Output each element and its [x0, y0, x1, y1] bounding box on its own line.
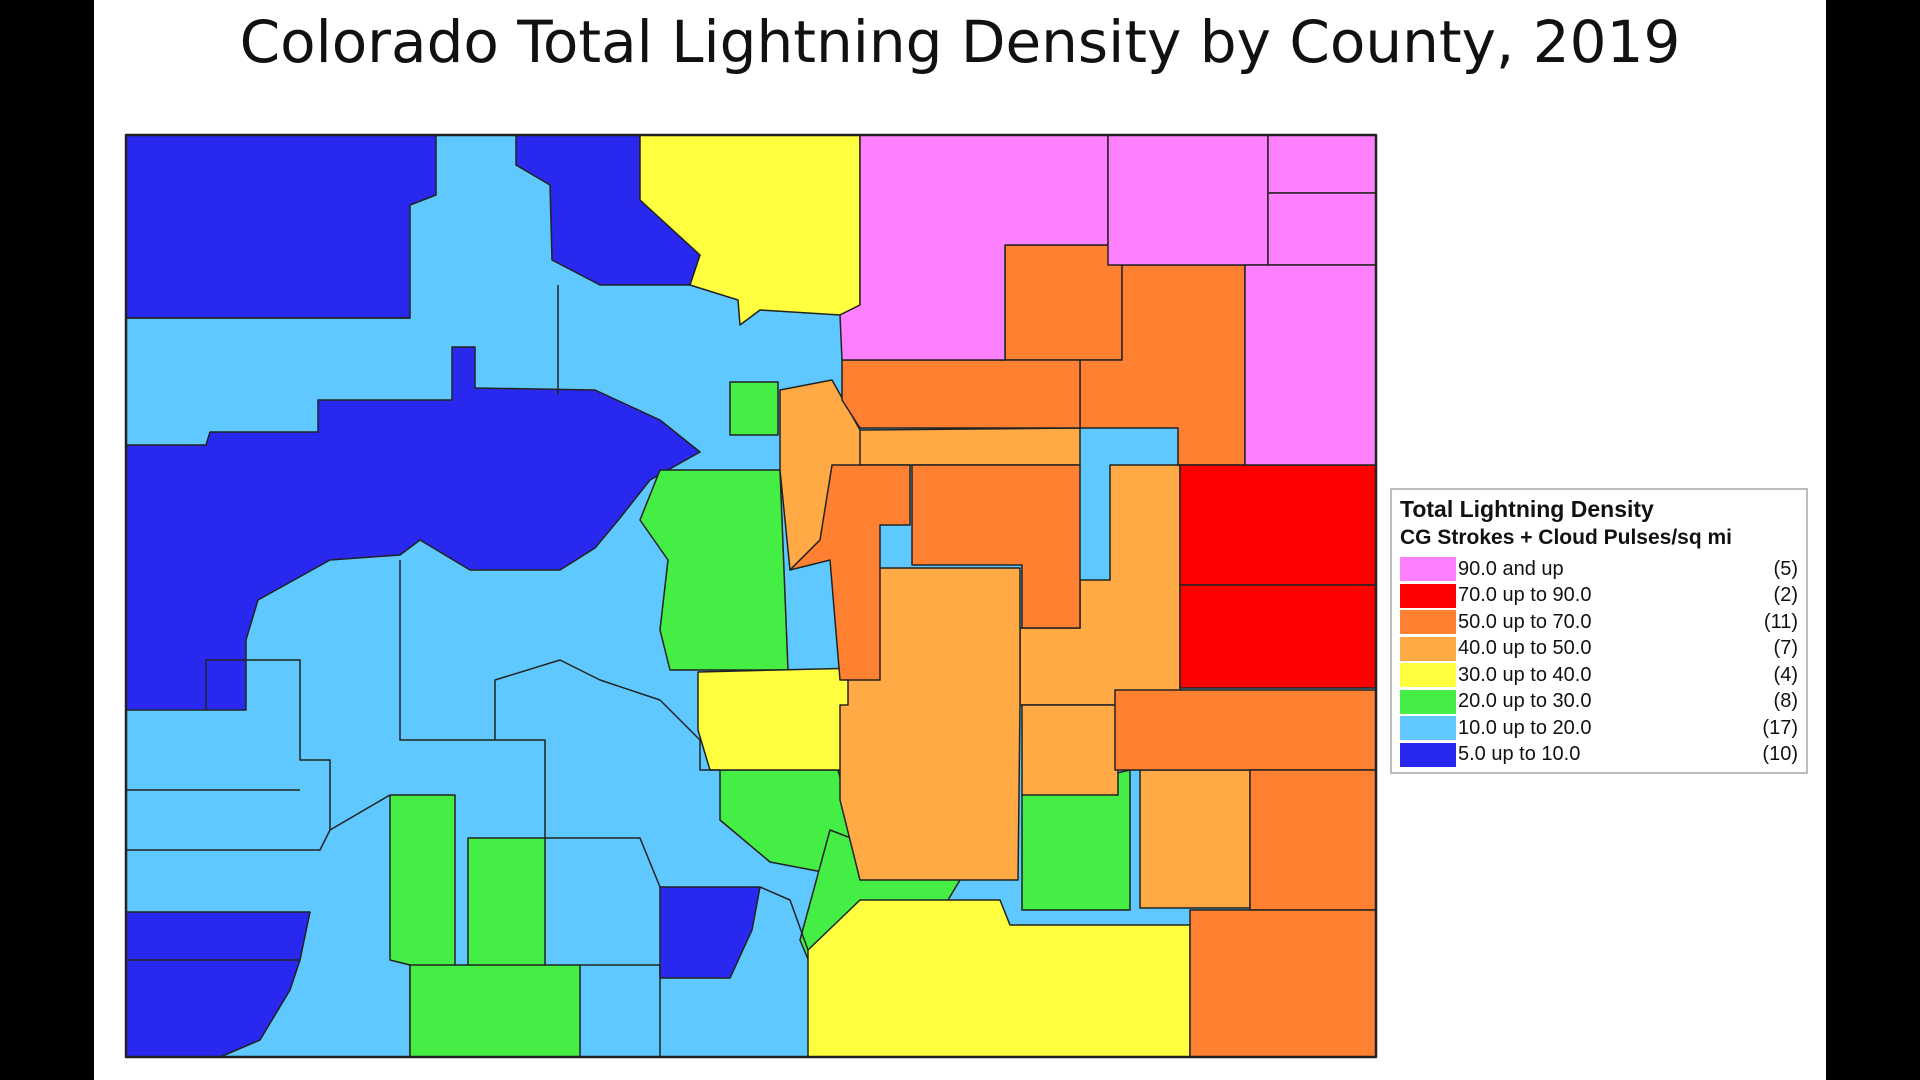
county-kiowa: [1114, 689, 1377, 771]
state-outline: [124, 133, 1378, 1059]
legend-count: (11): [1763, 610, 1798, 633]
county-pueblo: [839, 567, 1021, 881]
class-30-40-counties: [639, 134, 1191, 1058]
county-boulder: [729, 381, 779, 436]
class-70-90-counties: [1179, 464, 1377, 689]
legend-swatch: [1400, 716, 1456, 741]
legend-item: 5.0 up to 10.0 (10): [1400, 742, 1798, 769]
legend-swatch: [1400, 557, 1456, 582]
legend-label: 20.0 up to 30.0: [1458, 690, 1592, 713]
legend-count: (8): [1773, 690, 1798, 713]
legend-count: (17): [1762, 716, 1798, 739]
county-boundaries: [126, 285, 809, 1057]
county-logan: [1107, 134, 1269, 266]
legend-subtitle: CG Strokes + Cloud Pulses/sq mi: [1400, 526, 1733, 549]
county-arapahoe: [789, 464, 911, 681]
legend-swatch: [1400, 636, 1456, 661]
class-50-70-counties: [789, 244, 1377, 1058]
legend-swatch: [1400, 689, 1456, 714]
county-cheyenne: [1179, 584, 1377, 689]
colorado-county-map: [124, 133, 1378, 1059]
legend-swatch: [1400, 610, 1456, 635]
county-baca: [1189, 909, 1377, 1058]
legend-item: 40.0 up to 50.0 (7): [1400, 636, 1798, 663]
legend-count: (2): [1773, 584, 1798, 607]
legend-label: 90.0 and up: [1458, 557, 1564, 580]
legend-item: 70.0 up to 90.0 (2): [1400, 583, 1798, 610]
legend-rows: 90.0 and up (5) 70.0 up to 90.0 (2) 50.0 up …: [1400, 556, 1798, 768]
county-prowers: [1249, 769, 1377, 911]
legend-swatch: [1400, 583, 1456, 608]
legend-count: (5): [1773, 557, 1798, 580]
legend-count: (7): [1773, 637, 1798, 660]
county-laplata: [409, 964, 581, 1058]
county-costilla: [659, 886, 761, 979]
legend-item: 90.0 and up (5): [1400, 556, 1798, 583]
county-elpaso: [859, 427, 1081, 466]
map-canvas: Colorado Total Lightning Density by Coun…: [94, 0, 1826, 1080]
county-crowley-ext: [1021, 704, 1119, 796]
legend-count: (4): [1773, 663, 1798, 686]
legend-label: 70.0 up to 90.0: [1458, 584, 1592, 607]
legend-item: 20.0 up to 30.0 (8): [1400, 689, 1798, 716]
class-40-50-counties: [779, 379, 1251, 909]
legend-label: 50.0 up to 70.0: [1458, 610, 1592, 633]
legend: Total Lightning Density CG Strokes + Clo…: [1390, 488, 1808, 774]
map-title: Colorado Total Lightning Density by Coun…: [239, 8, 1681, 76]
class-90-up-counties: [839, 134, 1377, 466]
county-rio-blanco-routt: [125, 346, 701, 711]
legend-title: Total Lightning Density: [1400, 496, 1654, 522]
legend-swatch: [1400, 663, 1456, 688]
legend-label: 40.0 up to 50.0: [1458, 637, 1592, 660]
legend-item: 50.0 up to 70.0 (11): [1400, 609, 1798, 636]
legend-swatch: [1400, 742, 1456, 767]
county-bent: [1139, 769, 1251, 909]
county-morgan: [1004, 244, 1123, 361]
county-phillips: [1267, 192, 1377, 266]
legend-label: 10.0 up to 20.0: [1458, 716, 1592, 739]
class-5-10-counties: [125, 134, 761, 1058]
county-teller-douglas: [697, 667, 861, 771]
legend-label: 30.0 up to 40.0: [1458, 663, 1592, 686]
county-kit-carson: [1179, 464, 1377, 586]
legend-item: 30.0 up to 40.0 (4): [1400, 662, 1798, 689]
county-yuma: [1244, 264, 1377, 466]
county-moffat: [125, 134, 437, 319]
county-elbert: [911, 464, 1081, 629]
county-park-chaffee: [639, 469, 789, 671]
county-adams: [841, 359, 1081, 429]
county-sedgwick: [1267, 134, 1377, 194]
legend-count: (10): [1762, 743, 1798, 766]
legend-item: 10.0 up to 20.0 (17): [1400, 715, 1798, 742]
legend-label: 5.0 up to 10.0: [1458, 743, 1581, 766]
